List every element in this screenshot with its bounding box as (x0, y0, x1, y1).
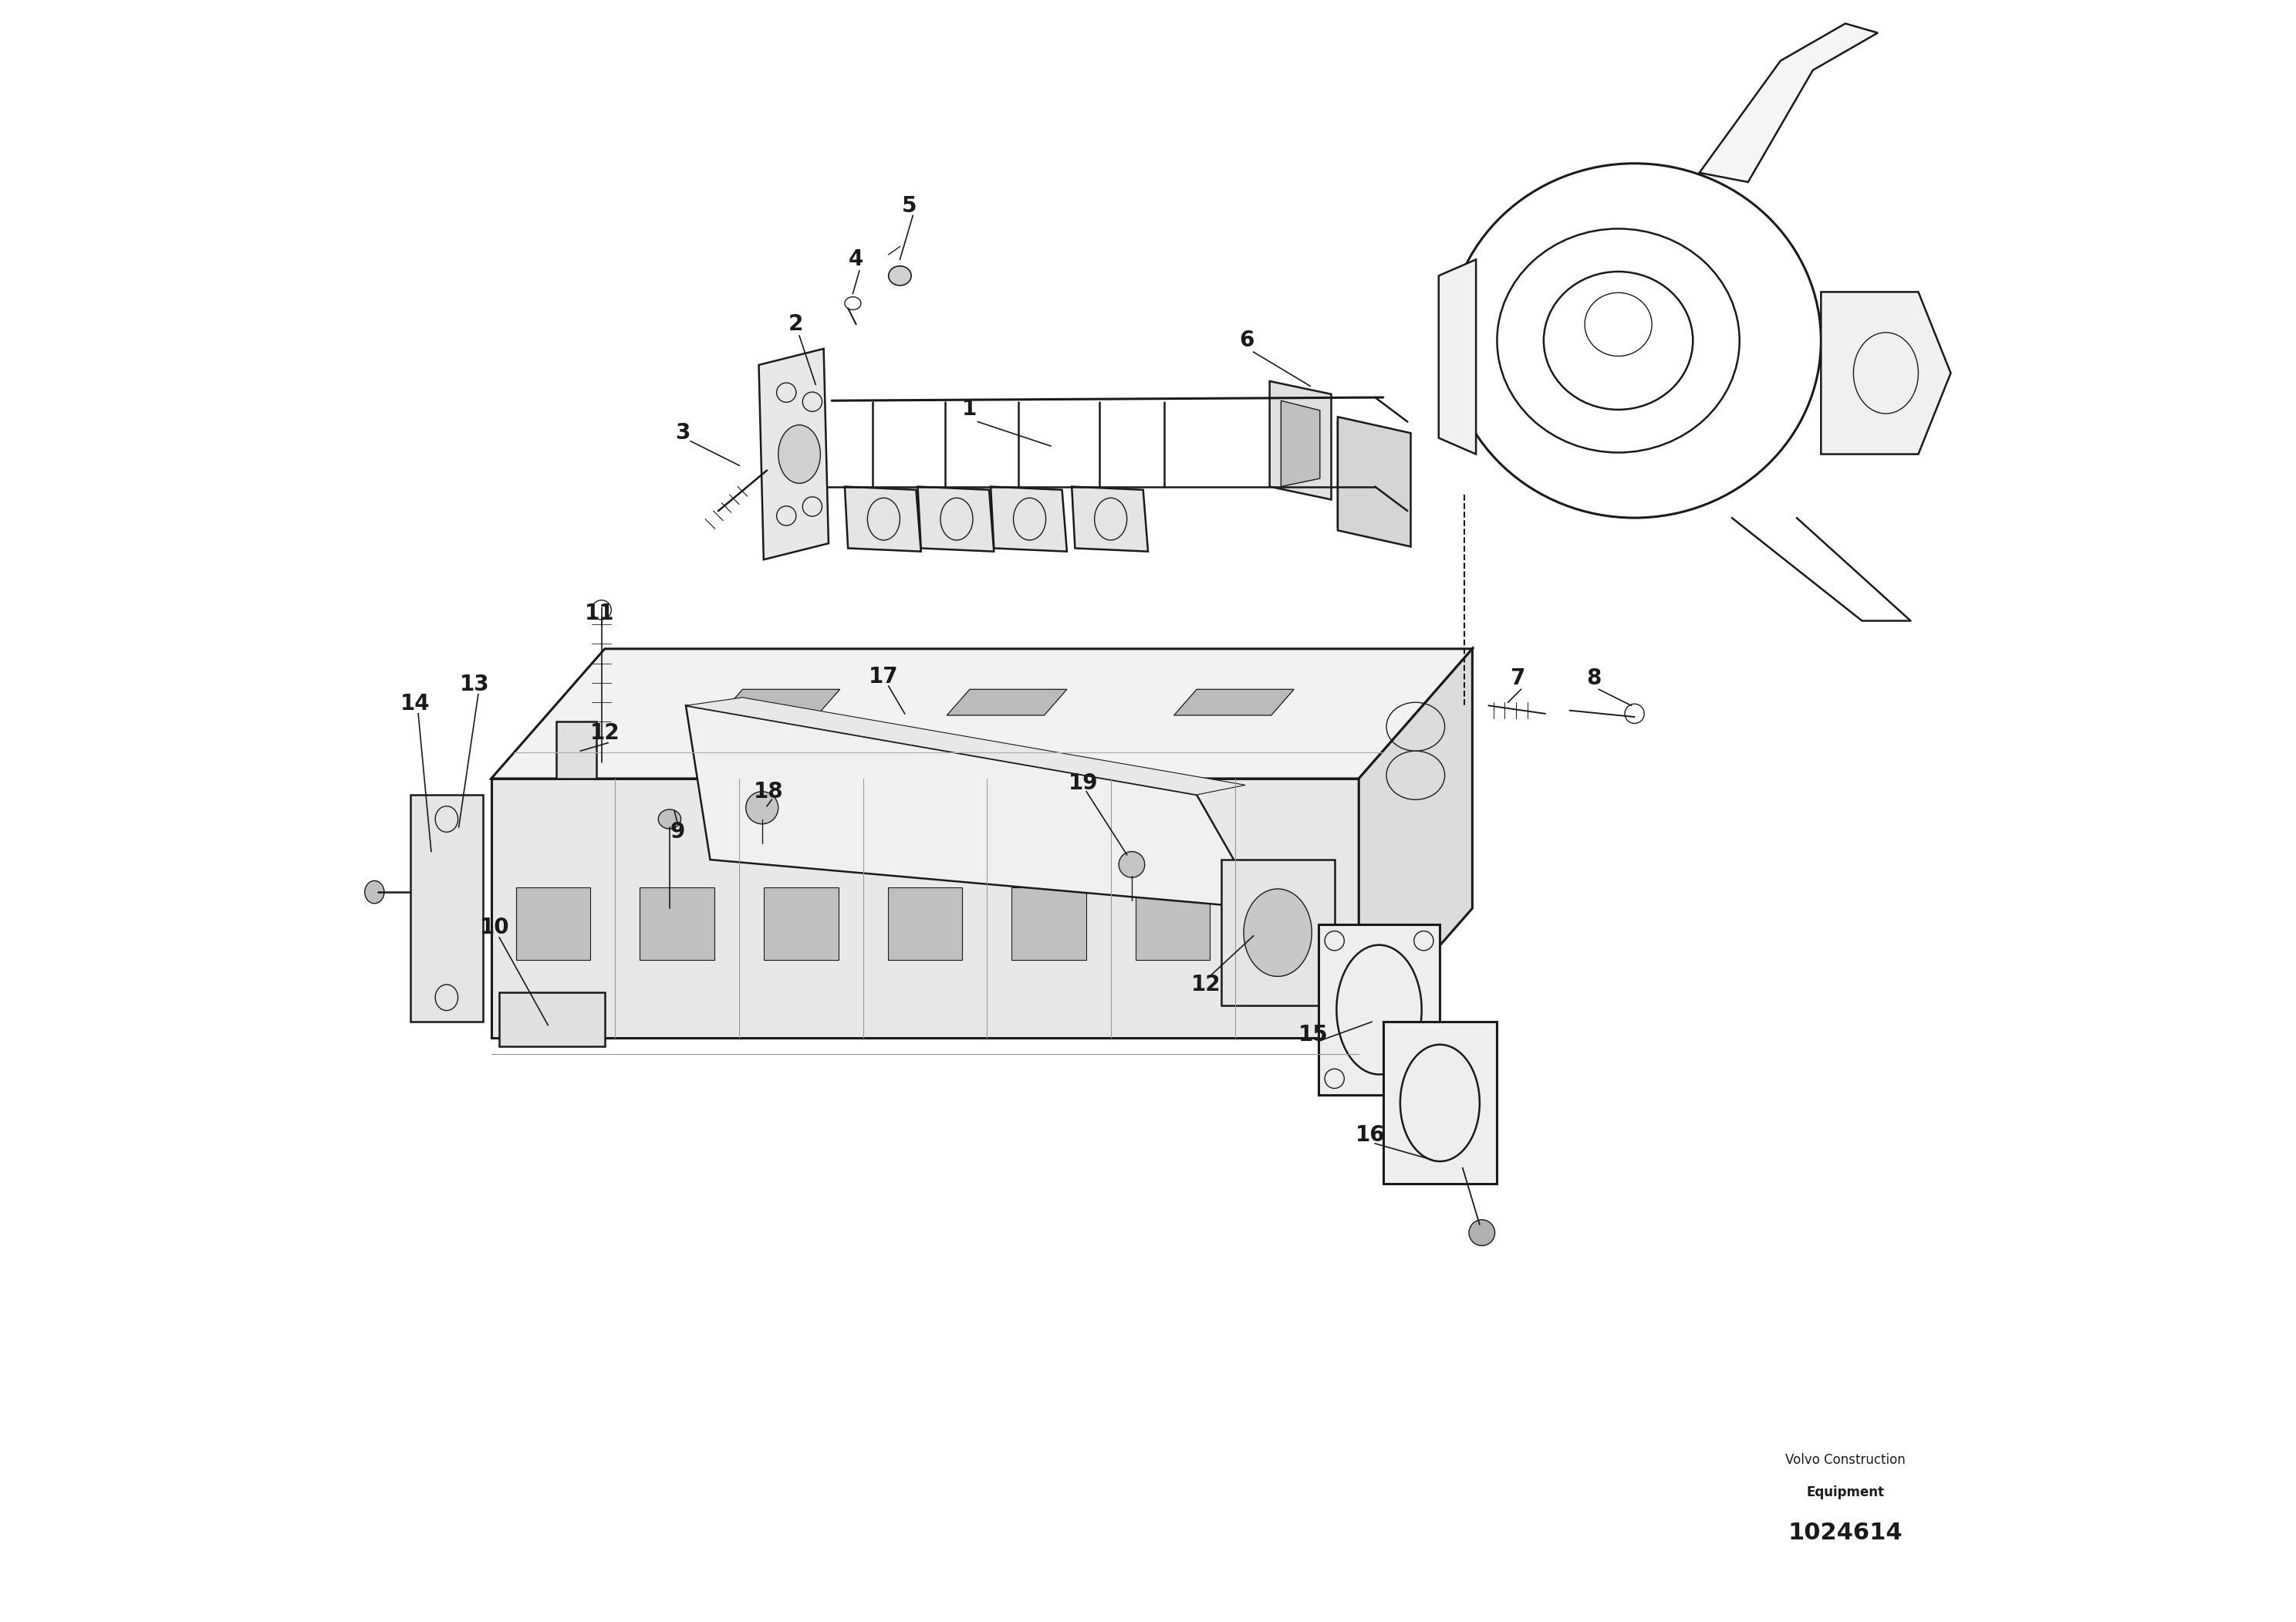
Polygon shape (491, 779, 1359, 1038)
Polygon shape (1013, 887, 1086, 960)
Text: 13: 13 (459, 673, 489, 696)
Text: 14: 14 (400, 693, 429, 715)
Polygon shape (1339, 417, 1410, 547)
Polygon shape (758, 349, 829, 560)
Polygon shape (845, 487, 921, 551)
Text: 8: 8 (1587, 667, 1600, 689)
Text: 9: 9 (670, 821, 684, 843)
Ellipse shape (1244, 889, 1311, 976)
Polygon shape (946, 689, 1068, 715)
Polygon shape (1440, 260, 1476, 454)
Polygon shape (918, 487, 994, 551)
Polygon shape (889, 887, 962, 960)
Text: Equipment: Equipment (1807, 1486, 1885, 1499)
Text: 4: 4 (850, 248, 863, 271)
Ellipse shape (365, 881, 383, 903)
Polygon shape (1261, 887, 1334, 960)
Ellipse shape (778, 425, 820, 483)
Text: 12: 12 (590, 722, 620, 744)
Polygon shape (641, 887, 714, 960)
Polygon shape (498, 993, 604, 1046)
Polygon shape (517, 887, 590, 960)
Polygon shape (1821, 292, 1952, 454)
Text: 3: 3 (675, 422, 691, 444)
Polygon shape (1137, 887, 1210, 960)
Text: 19: 19 (1068, 772, 1097, 795)
Text: 10: 10 (480, 916, 510, 939)
Polygon shape (1072, 487, 1148, 551)
Polygon shape (1281, 401, 1320, 487)
Polygon shape (765, 887, 838, 960)
Text: 17: 17 (868, 665, 898, 688)
Text: 2: 2 (788, 313, 804, 336)
Ellipse shape (1118, 852, 1146, 878)
Text: Volvo Construction: Volvo Construction (1786, 1453, 1906, 1466)
Text: 11: 11 (585, 602, 615, 624)
Polygon shape (687, 706, 1261, 908)
Text: 5: 5 (902, 195, 916, 217)
Polygon shape (1699, 23, 1878, 182)
Text: 12: 12 (1192, 973, 1221, 996)
Text: 1: 1 (962, 397, 978, 420)
Text: 16: 16 (1355, 1124, 1384, 1147)
Polygon shape (556, 722, 597, 779)
Polygon shape (1270, 381, 1332, 500)
Polygon shape (1221, 860, 1334, 1006)
Polygon shape (1359, 649, 1472, 1038)
Polygon shape (1173, 689, 1295, 715)
Ellipse shape (746, 792, 778, 824)
Polygon shape (1339, 422, 1398, 540)
Polygon shape (687, 697, 1244, 795)
Ellipse shape (889, 266, 912, 285)
Ellipse shape (659, 809, 682, 829)
Polygon shape (1350, 441, 1389, 527)
Polygon shape (491, 649, 1472, 779)
Text: 1024614: 1024614 (1789, 1521, 1903, 1544)
Text: 15: 15 (1300, 1023, 1329, 1046)
Polygon shape (411, 795, 482, 1022)
Polygon shape (1318, 925, 1440, 1095)
Text: 6: 6 (1240, 329, 1254, 352)
Text: 18: 18 (753, 780, 783, 803)
Polygon shape (1382, 1022, 1497, 1184)
Ellipse shape (1469, 1220, 1495, 1246)
Polygon shape (990, 487, 1068, 551)
Polygon shape (721, 689, 840, 715)
Text: 7: 7 (1511, 667, 1525, 689)
